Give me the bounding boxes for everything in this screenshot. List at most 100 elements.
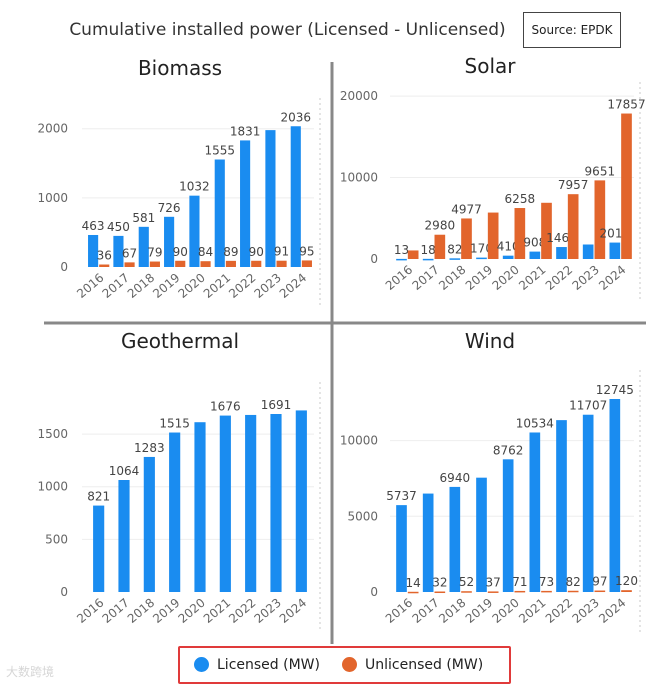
biomass-y-tick-label: 0 [60, 260, 68, 274]
solar-unlicensed-bar-2023 [594, 180, 606, 259]
solar-x-tick-label: 2016 [383, 263, 415, 293]
biomass-licensed-bar-2018 [138, 226, 149, 267]
geothermal-licensed-label-2018: 1283 [134, 441, 165, 455]
geothermal-y-tick-label: 1500 [37, 427, 68, 441]
biomass-x-tick-label: 2017 [100, 271, 132, 301]
solar-licensed-label-2019: 170 [470, 242, 493, 256]
wind-unlicensed-bar-2023 [594, 590, 606, 593]
biomass-x-tick-label: 2020 [176, 271, 208, 301]
biomass-licensed-label-2021: 1555 [204, 144, 235, 158]
wind-x-tick-label: 2022 [543, 596, 575, 626]
biomass-unlicensed-bar-2018 [149, 261, 160, 267]
solar-licensed-bar-2018 [449, 258, 461, 260]
geothermal-licensed-label-2017: 1064 [109, 464, 140, 478]
solar-licensed-bar-2016 [396, 258, 407, 261]
solar-y-tick-label: 10000 [340, 171, 378, 185]
geothermal-licensed-bar-2016 [93, 505, 105, 592]
biomass-unlicensed-bar-2017 [124, 262, 135, 267]
geothermal-y-tick-label: 0 [60, 585, 68, 599]
wind-y-tick-label: 10000 [340, 434, 378, 448]
solar-licensed-label-2018: 82 [447, 242, 462, 256]
wind-unlicensed-label-2024: 120 [615, 574, 638, 588]
geothermal-title: Geothermal [121, 329, 239, 353]
wind-licensed-bar-2018 [449, 486, 461, 592]
solar-unlicensed-bar-2017 [434, 234, 446, 259]
biomass-licensed-bar-2022 [240, 140, 251, 267]
wind-licensed-bar-2022 [556, 420, 567, 592]
biomass-licensed-bar-2024 [290, 126, 301, 268]
wind-unlicensed-bar-2016 [407, 591, 419, 594]
wind-x-tick-label: 2020 [490, 596, 522, 626]
solar-unlicensed-label-2017: 2980 [425, 219, 456, 233]
wind-x-tick-label: 2023 [570, 596, 602, 626]
wind-y-tick-label: 5000 [347, 509, 378, 523]
geothermal-licensed-bar-2023 [270, 414, 282, 592]
geothermal-licensed-label-2023: 1691 [261, 398, 292, 412]
solar-y-tick-label: 20000 [340, 89, 378, 103]
source-button[interactable]: Source: EPDK [523, 12, 621, 48]
geothermal-licensed-bar-2018 [143, 456, 155, 592]
biomass-x-tick-label: 2019 [150, 271, 182, 301]
solar-licensed-bar-2023 [582, 244, 594, 259]
solar-licensed-label-2021: 908 [523, 236, 546, 250]
solar-x-tick-label: 2021 [516, 263, 548, 293]
wind-licensed-label-2020: 8762 [493, 443, 524, 457]
wind-unlicensed-label-2021: 73 [539, 575, 554, 589]
geothermal-licensed-bar-2017 [118, 480, 130, 592]
biomass-unlicensed-label-2019: 90 [173, 245, 188, 259]
geothermal-licensed-label-2016: 821 [87, 490, 110, 504]
wind-unlicensed-bar-2024 [621, 590, 632, 592]
geothermal-y-tick-label: 500 [45, 532, 68, 546]
biomass-x-tick-label: 2021 [201, 271, 233, 301]
biomass-chart: Biomass 0 1000 2000 463 36 2016 450 67 2017 581 79 2… [37, 56, 321, 307]
biomass-x-tick-label: 2016 [74, 271, 106, 301]
biomass-licensed-label-2020: 1032 [179, 180, 210, 194]
wind-licensed-label-2018: 6940 [440, 471, 471, 485]
biomass-licensed-bar-2016 [88, 234, 99, 267]
solar-unlicensed-bar-2018 [461, 218, 472, 259]
biomass-unlicensed-label-2020: 84 [198, 245, 213, 259]
legend-item-unlicensed[interactable]: Unlicensed (MW) [342, 648, 483, 681]
wind-licensed-label-2016: 5737 [386, 489, 417, 503]
wind-unlicensed-label-2017: 32 [432, 576, 447, 590]
wind-unlicensed-bar-2019 [487, 591, 499, 593]
biomass-licensed-label-2024: 2036 [280, 110, 311, 124]
geothermal-licensed-bar-2021 [219, 415, 231, 592]
wind-y-tick-label: 0 [370, 585, 378, 599]
solar-unlicensed-bar-2016 [407, 250, 419, 259]
solar-unlicensed-bar-2020 [514, 208, 526, 259]
page-title: Cumulative installed power (Licensed - U… [69, 20, 506, 40]
wind-unlicensed-label-2016: 14 [406, 576, 421, 590]
solar-licensed-bar-2019 [476, 257, 487, 260]
wind-licensed-bar-2016 [396, 505, 407, 592]
wind-x-tick-label: 2024 [596, 596, 628, 626]
biomass-licensed-label-2018: 581 [132, 211, 155, 225]
solar-x-tick-label: 2024 [596, 263, 628, 293]
geothermal-licensed-bar-2019 [169, 432, 181, 592]
solar-unlicensed-bar-2019 [487, 212, 499, 259]
wind-x-tick-label: 2021 [516, 596, 548, 626]
solar-unlicensed-label-2024: 17857 [607, 98, 645, 112]
biomass-licensed-label-2016: 463 [82, 219, 105, 233]
wind-title: Wind [465, 329, 515, 353]
biomass-licensed-bar-2019 [164, 216, 175, 267]
biomass-licensed-bar-2023 [265, 130, 276, 267]
biomass-unlicensed-label-2024: 95 [299, 244, 314, 258]
wind-licensed-bar-2024 [609, 399, 621, 592]
geothermal-x-tick-label: 2017 [100, 596, 132, 626]
wind-unlicensed-bar-2018 [461, 591, 472, 593]
wind-unlicensed-bar-2021 [541, 590, 552, 593]
solar-x-tick-label: 2022 [543, 263, 575, 293]
wind-unlicensed-bar-2017 [434, 591, 446, 594]
solar-x-tick-label: 2019 [463, 263, 495, 293]
solar-unlicensed-label-2018: 4977 [451, 202, 482, 216]
biomass-unlicensed-label-2018: 79 [147, 246, 162, 260]
wind-x-tick-label: 2017 [410, 596, 442, 626]
solar-unlicensed-label-2023: 9651 [585, 164, 616, 178]
legend-item-licensed[interactable]: Licensed (MW) [194, 648, 320, 681]
solar-unlicensed-label-2020: 6258 [505, 192, 536, 206]
solar-title: Solar [465, 54, 517, 78]
solar-licensed-bar-2022 [556, 247, 567, 259]
